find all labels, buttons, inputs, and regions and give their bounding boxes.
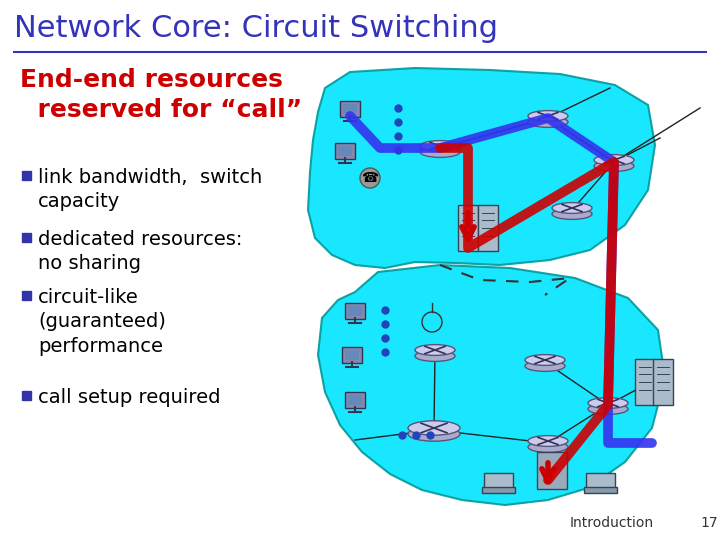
Text: dedicated resources:
no sharing: dedicated resources: no sharing: [38, 230, 243, 273]
Text: Introduction: Introduction: [570, 516, 654, 530]
Text: call setup required: call setup required: [38, 388, 220, 407]
Text: link bandwidth,  switch
capacity: link bandwidth, switch capacity: [38, 168, 262, 211]
Ellipse shape: [525, 355, 565, 366]
Text: End-end resources
  reserved for “call”: End-end resources reserved for “call”: [20, 68, 302, 122]
FancyBboxPatch shape: [348, 306, 362, 316]
FancyBboxPatch shape: [478, 205, 498, 251]
Circle shape: [360, 168, 380, 188]
Text: ☎: ☎: [361, 171, 379, 185]
FancyBboxPatch shape: [22, 171, 31, 180]
FancyBboxPatch shape: [22, 291, 31, 300]
Ellipse shape: [408, 421, 460, 435]
FancyBboxPatch shape: [345, 392, 365, 408]
FancyBboxPatch shape: [482, 487, 515, 492]
Text: Network Core: Circuit Switching: Network Core: Circuit Switching: [14, 14, 498, 43]
FancyBboxPatch shape: [585, 472, 614, 488]
FancyBboxPatch shape: [348, 395, 362, 405]
Ellipse shape: [594, 154, 634, 165]
Ellipse shape: [415, 350, 455, 361]
FancyBboxPatch shape: [458, 205, 478, 251]
FancyBboxPatch shape: [635, 359, 655, 405]
FancyBboxPatch shape: [537, 451, 567, 489]
Ellipse shape: [552, 208, 592, 219]
Ellipse shape: [528, 442, 568, 453]
Ellipse shape: [552, 202, 592, 213]
Ellipse shape: [594, 160, 634, 171]
Ellipse shape: [420, 140, 460, 151]
FancyBboxPatch shape: [22, 233, 31, 242]
Ellipse shape: [420, 146, 460, 157]
Ellipse shape: [415, 345, 455, 355]
FancyBboxPatch shape: [653, 359, 673, 405]
FancyBboxPatch shape: [340, 100, 360, 117]
Text: circuit-like
(guaranteed)
performance: circuit-like (guaranteed) performance: [38, 288, 166, 355]
Ellipse shape: [528, 117, 568, 127]
FancyBboxPatch shape: [22, 391, 31, 400]
Polygon shape: [318, 265, 665, 505]
Ellipse shape: [525, 361, 565, 372]
Ellipse shape: [528, 111, 568, 122]
FancyBboxPatch shape: [342, 347, 362, 363]
FancyBboxPatch shape: [335, 143, 355, 159]
Ellipse shape: [528, 436, 568, 447]
Ellipse shape: [588, 397, 628, 408]
FancyBboxPatch shape: [345, 349, 359, 360]
FancyBboxPatch shape: [484, 472, 513, 488]
FancyBboxPatch shape: [343, 104, 357, 114]
FancyBboxPatch shape: [583, 487, 616, 492]
Ellipse shape: [588, 403, 628, 414]
Ellipse shape: [408, 427, 460, 441]
Polygon shape: [308, 68, 655, 268]
FancyBboxPatch shape: [338, 146, 352, 156]
Text: 17: 17: [700, 516, 718, 530]
FancyBboxPatch shape: [345, 302, 365, 319]
